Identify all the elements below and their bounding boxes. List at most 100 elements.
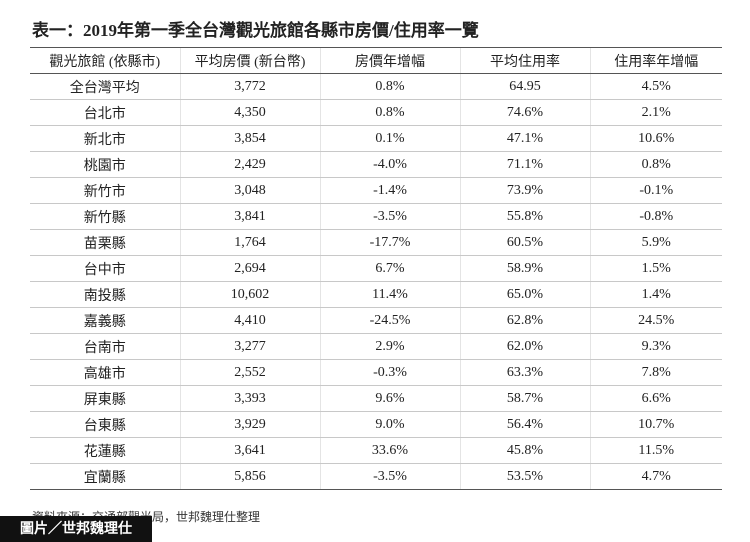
value-cell: 10,602 — [179, 281, 320, 308]
value-cell: 6.6% — [589, 385, 722, 412]
value-cell: 45.8% — [459, 437, 590, 464]
table-row: 南投縣 10,602 11.4% 65.0% 1.4% — [30, 281, 722, 308]
value-cell: 6.7% — [319, 255, 460, 282]
value-cell: 9.3% — [589, 333, 722, 360]
table-row: 全台灣平均 3,772 0.8% 64.95 4.5% — [30, 73, 722, 100]
value-cell: 55.8% — [459, 203, 590, 230]
region-cell: 花蓮縣 — [30, 437, 180, 464]
region-cell: 台北市 — [30, 99, 180, 126]
value-cell: 7.8% — [589, 359, 722, 386]
value-cell: 9.6% — [319, 385, 460, 412]
value-cell: -3.5% — [319, 203, 460, 230]
value-cell: 3,929 — [179, 411, 320, 438]
value-cell: 1.4% — [589, 281, 722, 308]
value-cell: 64.95 — [459, 73, 590, 100]
header-row: 觀光旅館 (依縣市) 平均房價 (新台幣) 房價年增幅 平均住用率 住用率年增幅 — [30, 47, 722, 74]
value-cell: 4,410 — [179, 307, 320, 334]
value-cell: -1.4% — [319, 177, 460, 204]
region-cell: 桃園市 — [30, 151, 180, 178]
value-cell: 2.9% — [319, 333, 460, 360]
table-row: 台北市 4,350 0.8% 74.6% 2.1% — [30, 99, 722, 126]
value-cell: 0.8% — [319, 99, 460, 126]
header-cell: 住用率年增幅 — [589, 47, 722, 74]
value-cell: 3,772 — [179, 73, 320, 100]
value-cell: 5,856 — [179, 463, 320, 490]
value-cell: 71.1% — [459, 151, 590, 178]
value-cell: 9.0% — [319, 411, 460, 438]
region-cell: 新竹市 — [30, 177, 180, 204]
region-cell: 苗栗縣 — [30, 229, 180, 256]
value-cell: 4.5% — [589, 73, 722, 100]
value-cell: 11.5% — [589, 437, 722, 464]
value-cell: 1,764 — [179, 229, 320, 256]
value-cell: 4,350 — [179, 99, 320, 126]
table-row: 苗栗縣 1,764 -17.7% 60.5% 5.9% — [30, 229, 722, 256]
value-cell: 1.5% — [589, 255, 722, 282]
value-cell: 53.5% — [459, 463, 590, 490]
value-cell: -4.0% — [319, 151, 460, 178]
value-cell: -0.1% — [589, 177, 722, 204]
value-cell: 63.3% — [459, 359, 590, 386]
header-cell: 房價年增幅 — [319, 47, 460, 74]
value-cell: -17.7% — [319, 229, 460, 256]
value-cell: 58.7% — [459, 385, 590, 412]
value-cell: 0.1% — [319, 125, 460, 152]
table-row: 新竹縣 3,841 -3.5% 55.8% -0.8% — [30, 203, 722, 230]
value-cell: -24.5% — [319, 307, 460, 334]
value-cell: 33.6% — [319, 437, 460, 464]
table-row: 新竹市 3,048 -1.4% 73.9% -0.1% — [30, 177, 722, 204]
value-cell: 2,694 — [179, 255, 320, 282]
table-row: 新北市 3,854 0.1% 47.1% 10.6% — [30, 125, 722, 152]
table-row: 宜蘭縣 5,856 -3.5% 53.5% 4.7% — [30, 463, 722, 490]
header-cell: 觀光旅館 (依縣市) — [30, 47, 180, 74]
region-cell: 新北市 — [30, 125, 180, 152]
value-cell: 62.0% — [459, 333, 590, 360]
table-row: 高雄市 2,552 -0.3% 63.3% 7.8% — [30, 359, 722, 386]
table-row: 桃園市 2,429 -4.0% 71.1% 0.8% — [30, 151, 722, 178]
value-cell: 10.6% — [589, 125, 722, 152]
value-cell: 2.1% — [589, 99, 722, 126]
region-cell: 宜蘭縣 — [30, 463, 180, 490]
value-cell: 3,841 — [179, 203, 320, 230]
region-cell: 台中市 — [30, 255, 180, 282]
value-cell: 56.4% — [459, 411, 590, 438]
region-cell: 台南市 — [30, 333, 180, 360]
value-cell: 47.1% — [459, 125, 590, 152]
value-cell: 65.0% — [459, 281, 590, 308]
value-cell: 2,429 — [179, 151, 320, 178]
region-cell: 高雄市 — [30, 359, 180, 386]
table-row: 花蓮縣 3,641 33.6% 45.8% 11.5% — [30, 437, 722, 464]
value-cell: 3,048 — [179, 177, 320, 204]
image-credit: 圖片／世邦魏理仕 — [0, 516, 152, 542]
table-row: 台東縣 3,929 9.0% 56.4% 10.7% — [30, 411, 722, 438]
value-cell: 73.9% — [459, 177, 590, 204]
value-cell: 3,854 — [179, 125, 320, 152]
table-row: 屏東縣 3,393 9.6% 58.7% 6.6% — [30, 385, 722, 412]
value-cell: -0.8% — [589, 203, 722, 230]
data-table: 觀光旅館 (依縣市) 平均房價 (新台幣) 房價年增幅 平均住用率 住用率年增幅 全台灣… — [30, 47, 722, 490]
value-cell: -3.5% — [319, 463, 460, 490]
value-cell: 2,552 — [179, 359, 320, 386]
value-cell: 60.5% — [459, 229, 590, 256]
region-cell: 南投縣 — [30, 281, 180, 308]
region-cell: 台東縣 — [30, 411, 180, 438]
region-cell: 屏東縣 — [30, 385, 180, 412]
table-row: 台中市 2,694 6.7% 58.9% 1.5% — [30, 255, 722, 282]
table-row: 台南市 3,277 2.9% 62.0% 9.3% — [30, 333, 722, 360]
table-body: 全台灣平均 3,772 0.8% 64.95 4.5% 台北市 4,350 0.8% 74.6%… — [30, 73, 722, 490]
region-cell: 全台灣平均 — [30, 73, 180, 100]
value-cell: 24.5% — [589, 307, 722, 334]
value-cell: 0.8% — [589, 151, 722, 178]
value-cell: 3,277 — [179, 333, 320, 360]
value-cell: 5.9% — [589, 229, 722, 256]
table-title: 表一：2019年第一季全台灣觀光旅館各縣市房價/住用率一覽 — [32, 21, 479, 40]
value-cell: 58.9% — [459, 255, 590, 282]
value-cell: 74.6% — [459, 99, 590, 126]
value-cell: 10.7% — [589, 411, 722, 438]
value-cell: -0.3% — [319, 359, 460, 386]
header-cell: 平均住用率 — [459, 47, 590, 74]
region-cell: 嘉義縣 — [30, 307, 180, 334]
table-row: 嘉義縣 4,410 -24.5% 62.8% 24.5% — [30, 307, 722, 334]
value-cell: 3,393 — [179, 385, 320, 412]
region-cell: 新竹縣 — [30, 203, 180, 230]
